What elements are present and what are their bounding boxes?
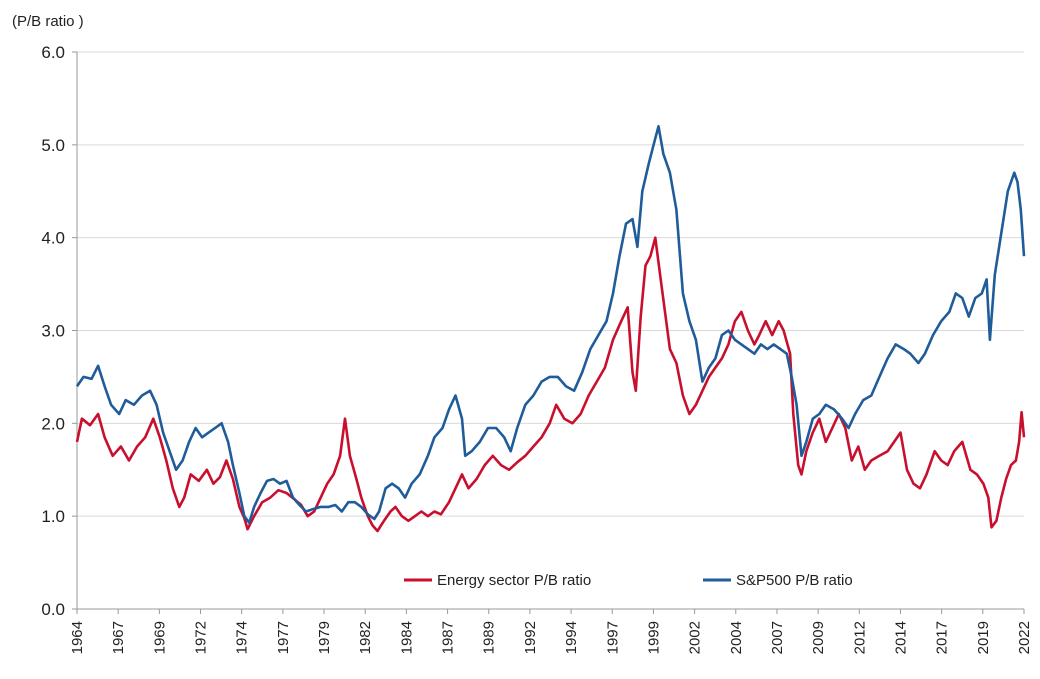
y-tick-label: 6.0 — [41, 43, 65, 62]
x-tick-label: 1982 — [357, 621, 374, 654]
x-tick-label: 1999 — [645, 621, 662, 654]
y-tick-label: 5.0 — [41, 136, 65, 155]
x-tick-label: 1994 — [563, 621, 580, 654]
y-tick-label: 3.0 — [41, 322, 65, 341]
series-line-1 — [75, 125, 1026, 524]
legend: Energy sector P/B ratio S&P500 P/B ratio — [404, 572, 853, 589]
y-tick-label: 1.0 — [41, 507, 65, 526]
y-axis-label: (P/B ratio ) — [12, 13, 84, 30]
x-tick-label: 2022 — [1016, 621, 1033, 654]
series-line-0 — [75, 236, 1026, 533]
x-tick-label: 2007 — [769, 621, 786, 654]
x-tick-label: 1997 — [604, 621, 621, 654]
x-tick-label: 1969 — [151, 621, 168, 654]
x-tick-label: 2017 — [934, 621, 951, 654]
x-tick-label: 1987 — [440, 621, 457, 654]
x-tick-label: 1979 — [316, 621, 333, 654]
x-tick-labels: 1964 1967 1969 1972 1974 1977 1979 1982 1984 1987… — [69, 609, 1033, 654]
x-tick-label: 2014 — [892, 621, 909, 654]
y-tick-label: 0.0 — [41, 600, 65, 619]
grid-lines — [77, 51, 1024, 517]
x-tick-label: 1967 — [110, 621, 127, 654]
legend-label-energy: Energy sector P/B ratio — [437, 572, 591, 589]
legend-label-sp500: S&P500 P/B ratio — [736, 572, 853, 589]
x-tick-label: 1989 — [481, 621, 498, 654]
x-tick-label: 2019 — [975, 621, 992, 654]
x-tick-label: 1964 — [69, 621, 86, 654]
x-tick-label: 1974 — [234, 621, 251, 654]
x-tick-label: 1992 — [522, 621, 539, 654]
y-tick-labels: 0.0 1.0 2.0 3.0 4.0 5.0 6.0 — [41, 43, 77, 619]
y-tick-label: 2.0 — [41, 414, 65, 433]
x-tick-label: 1972 — [193, 621, 210, 654]
x-tick-label: 1977 — [275, 621, 292, 654]
x-tick-label: 2002 — [687, 621, 704, 654]
y-tick-label: 4.0 — [41, 229, 65, 248]
x-tick-label: 2004 — [728, 621, 745, 654]
series-lines — [75, 125, 1026, 533]
x-tick-label: 1984 — [398, 621, 415, 654]
x-tick-label: 2009 — [810, 621, 827, 654]
x-tick-label: 2012 — [851, 621, 868, 654]
